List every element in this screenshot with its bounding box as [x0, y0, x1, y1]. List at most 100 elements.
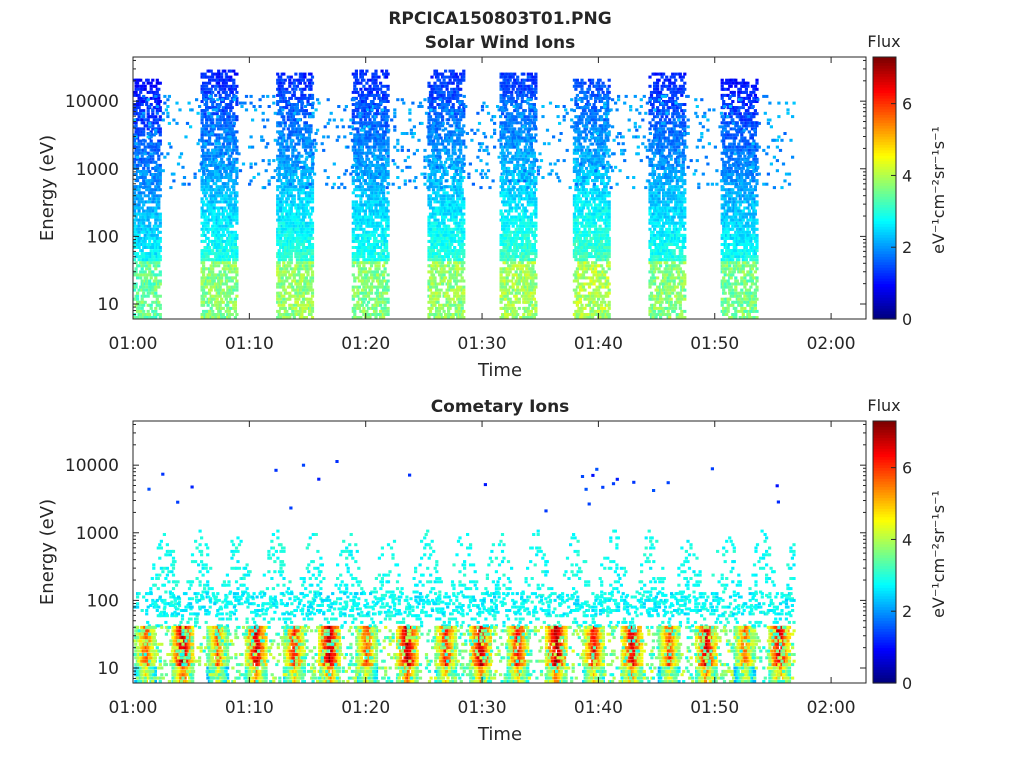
- data-cell: [359, 227, 363, 231]
- data-cell: [430, 179, 434, 183]
- data-cell: [291, 163, 295, 167]
- data-cell: [445, 136, 449, 140]
- data-cell: [456, 90, 460, 94]
- data-cell: [363, 166, 367, 170]
- data-cell: [309, 297, 313, 301]
- data-cell: [386, 209, 390, 213]
- data-cell: [289, 194, 293, 198]
- data-cell: [233, 264, 237, 268]
- data-cell: [232, 124, 236, 128]
- data-cell: [357, 148, 361, 152]
- data-cell: [215, 249, 219, 253]
- data-cell: [283, 121, 287, 125]
- data-cell: [279, 206, 283, 210]
- data-cell: [295, 279, 299, 283]
- data-cell: [202, 249, 206, 253]
- data-cell: [288, 276, 292, 280]
- data-cell: [359, 188, 363, 192]
- data-cell: [230, 106, 234, 110]
- panel-solar-wind: Solar Wind Ions 01:00 01:10 01:20 01:30 01:4…: [37, 32, 948, 381]
- data-cell: [386, 306, 390, 310]
- data-cell: [223, 87, 227, 91]
- data-cell: [438, 166, 442, 170]
- figure-title: RPCICA150803T01.PNG: [388, 9, 611, 29]
- data-cell: [427, 142, 431, 146]
- data-cell: [294, 288, 298, 292]
- data-cell: [292, 197, 296, 201]
- data-cell: [351, 230, 355, 234]
- data-cell: [379, 154, 383, 158]
- data-cell: [285, 200, 289, 204]
- data-cell: [430, 297, 434, 301]
- data-cell: [295, 218, 299, 222]
- data-cell: [448, 100, 452, 103]
- data-cell: [380, 279, 384, 283]
- data-cell: [154, 209, 158, 213]
- data-cell: [439, 233, 443, 237]
- data-cell: [366, 185, 371, 189]
- data-cell: [385, 75, 389, 79]
- data-cell: [304, 221, 308, 225]
- data-cell: [154, 224, 158, 228]
- data-cell: [368, 270, 372, 274]
- data-cell: [227, 236, 231, 240]
- data-cell: [279, 163, 283, 167]
- data-cell: [208, 249, 212, 253]
- data-cell: [428, 206, 433, 210]
- data-cell: [215, 170, 219, 173]
- data-cell: [374, 206, 378, 210]
- data-cell: [158, 282, 162, 286]
- data-cell: [292, 93, 296, 97]
- data-cell: [226, 75, 230, 79]
- data-cell: [282, 136, 286, 140]
- data-cell: [441, 139, 445, 143]
- data-cell: [351, 127, 355, 131]
- data-cell: [454, 276, 458, 280]
- data-cell: [444, 69, 448, 73]
- data-cell: [436, 75, 440, 79]
- data-cell: [351, 176, 355, 179]
- data-cell: [430, 215, 434, 219]
- data-cell: [133, 200, 137, 204]
- data-cell: [146, 118, 150, 122]
- data-cell: [307, 133, 312, 137]
- data-cell: [227, 145, 231, 149]
- data-cell: [155, 249, 159, 253]
- data-cell: [371, 279, 375, 283]
- data-cell: [379, 200, 383, 204]
- data-cell: [375, 270, 380, 274]
- data-cell: [386, 145, 390, 149]
- data-cell: [439, 136, 443, 140]
- data-cell: [232, 215, 236, 219]
- data-cell: [283, 166, 287, 170]
- data-cell: [380, 218, 384, 222]
- data-cell: [200, 127, 204, 131]
- data-cell: [386, 154, 390, 158]
- data-cell: [143, 148, 147, 152]
- data-cell: [301, 273, 305, 277]
- data-cell: [133, 191, 137, 195]
- data-cell: [353, 84, 357, 88]
- data-cell: [200, 227, 204, 231]
- data-cell: [157, 154, 161, 158]
- data-cell: [304, 121, 308, 125]
- data-cell: [295, 243, 299, 246]
- data-cell: [158, 127, 162, 131]
- data-cell: [366, 78, 371, 82]
- data-cell: [232, 157, 236, 161]
- data-cell: [451, 72, 455, 76]
- data-cell: [304, 255, 308, 259]
- data-cell: [211, 75, 215, 79]
- data-cell: [382, 309, 386, 313]
- data-cell: [280, 279, 284, 283]
- data-cell: [300, 261, 304, 265]
- data-cell: [359, 103, 363, 106]
- data-cell: [360, 303, 364, 307]
- data-cell: [235, 103, 239, 106]
- data-cell: [298, 282, 302, 286]
- data-cell: [158, 100, 162, 103]
- data-cell: [301, 288, 305, 292]
- data-cell: [289, 200, 293, 204]
- data-cell: [377, 106, 381, 110]
- data-cell: [380, 294, 384, 298]
